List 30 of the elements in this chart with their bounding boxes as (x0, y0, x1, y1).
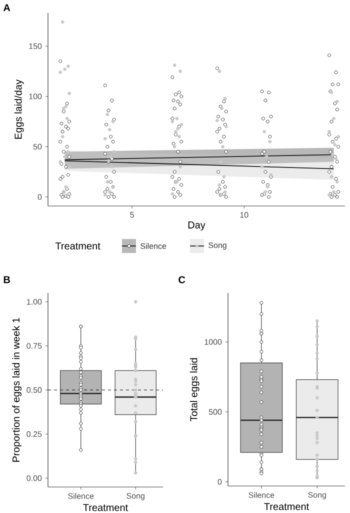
x-tick-label: 10 (240, 212, 248, 218)
legend-label: Song (208, 242, 226, 250)
x-axis-title: Treatment (264, 503, 310, 510)
y-tick-label: 100 (29, 94, 42, 100)
chart-title: C (178, 276, 186, 284)
x-tick-label: Song (126, 493, 144, 500)
y-tick-label: 50 (33, 144, 42, 150)
y-axis-title: Eggs laid/day (14, 80, 24, 139)
y-tick-label: 0.00 (26, 475, 42, 482)
chart-title: B (4, 276, 10, 284)
y-tick-label: 0.75 (26, 343, 42, 349)
x-tick-label: 5 (130, 212, 134, 218)
x-axis-title: Day (188, 222, 206, 231)
x-tick-label: Silence (68, 493, 94, 499)
y-tick-label: 1000 (204, 339, 222, 345)
chart-title: A (3, 4, 10, 12)
x-tick-label: Silence (248, 492, 274, 498)
y-tick-label: 0.50 (26, 387, 42, 393)
x-axis-title: Treatment (83, 504, 128, 512)
x-tick-label: Song (308, 492, 326, 500)
y-tick-label: 0.25 (26, 431, 42, 437)
y-tick-label: 500 (208, 409, 222, 415)
legend-title: Treatment (55, 242, 100, 250)
y-axis-title: Proportion of eggs laid in week 1 (12, 318, 22, 462)
y-tick-label: 150 (29, 43, 42, 50)
y-tick-label: 0 (38, 194, 42, 200)
legend-label: Silence (140, 243, 166, 249)
y-tick-label: 0 (218, 478, 222, 485)
y-axis-title: Total eggs laid (190, 358, 200, 422)
y-tick-label: 1.00 (27, 298, 42, 305)
